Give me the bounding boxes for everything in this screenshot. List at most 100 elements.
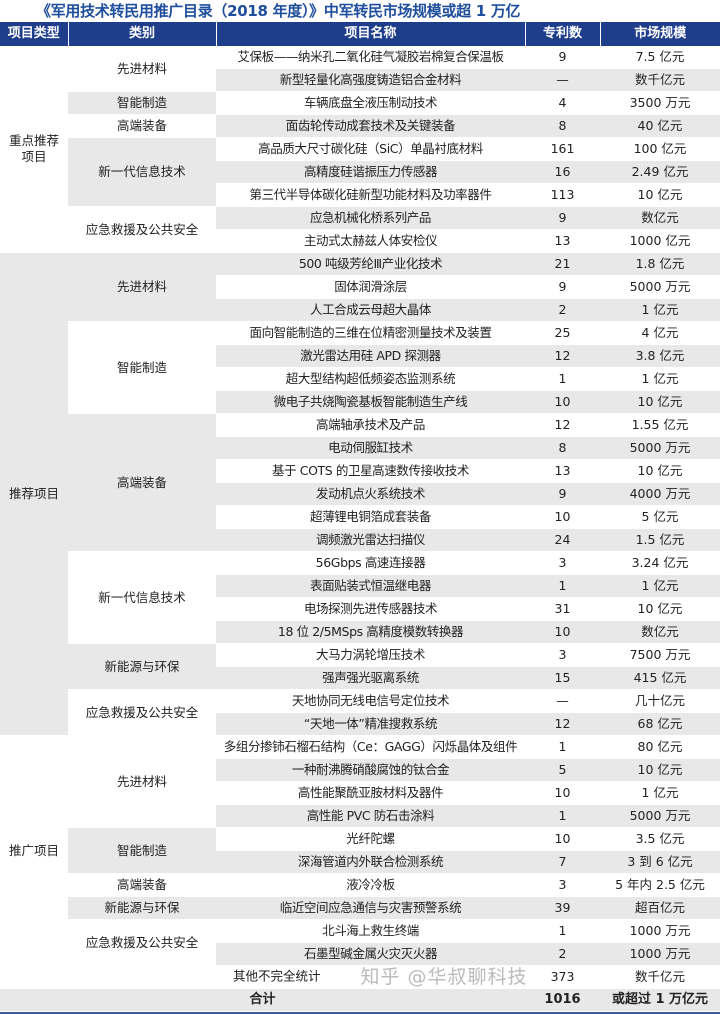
- page-title: 《军用技术转民用推广目录（2018 年度）》中军转民市场规模或超 1 万亿: [36, 0, 520, 22]
- project-market-cell: 7.5 亿元: [600, 46, 720, 69]
- project-patents-cell: 113: [525, 184, 600, 207]
- project-patents-cell: 12: [525, 713, 600, 736]
- project-patents-cell: 1: [525, 736, 600, 759]
- project-patents-cell: 2: [525, 943, 600, 966]
- category-cell: 应急救援及公共安全: [68, 690, 216, 736]
- project-patents-cell: 3: [525, 644, 600, 667]
- project-patents-cell: 16: [525, 161, 600, 184]
- project-name-cell: 液冷冷板: [216, 874, 525, 897]
- project-market-cell: 5 亿元: [600, 506, 720, 529]
- category-cell: 智能制造: [68, 92, 216, 115]
- total-label: 合计: [0, 989, 525, 1012]
- project-patents-cell: 25: [525, 322, 600, 345]
- project-market-cell: 1.5 亿元: [600, 529, 720, 552]
- project-market-cell: 1 亿元: [600, 575, 720, 598]
- project-patents-cell: 9: [525, 46, 600, 69]
- project-market-cell: 4 亿元: [600, 322, 720, 345]
- project-patents-cell: —: [525, 690, 600, 713]
- project-patents-cell: 4: [525, 92, 600, 115]
- project-name-cell: 大马力涡轮增压技术: [216, 644, 525, 667]
- category-cell: 新能源与环保: [68, 644, 216, 690]
- project-name-cell: 应急机械化桥系列产品: [216, 207, 525, 230]
- project-name-cell: 超薄锂电铜箔成套装备: [216, 506, 525, 529]
- table-header: 项目类型 类别 项目名称 专利数 市场规模: [0, 22, 720, 46]
- project-market-cell: 5000 万元: [600, 805, 720, 828]
- project-name-cell: 北斗海上救生终端: [216, 920, 525, 943]
- category-cell: 应急救援及公共安全: [68, 207, 216, 253]
- project-market-cell: 68 亿元: [600, 713, 720, 736]
- watermark: 知乎 @华叔聊科技: [361, 967, 528, 987]
- project-name-cell: 面向智能制造的三维在位精密测量技术及装置: [216, 322, 525, 345]
- project-market-cell: 几十亿元: [600, 690, 720, 713]
- project-patents-cell: 1: [525, 368, 600, 391]
- project-market-cell: 5000 万元: [600, 276, 720, 299]
- project-name-cell: 主动式太赫兹人体安检仪: [216, 230, 525, 253]
- project-patents-cell: 31: [525, 598, 600, 621]
- project-market-cell: 1000 万元: [600, 920, 720, 943]
- other-label-cell: 其他不完全统计知乎 @华叔聊科技: [0, 966, 525, 989]
- project-name-cell: 高端轴承技术及产品: [216, 414, 525, 437]
- project-name-cell: 新型轻量化高强度铸造铝合金材料: [216, 69, 525, 92]
- category-cell: 新一代信息技术: [68, 138, 216, 207]
- project-market-cell: 5 年内 2.5 亿元: [600, 874, 720, 897]
- project-market-cell: 3.8 亿元: [600, 345, 720, 368]
- project-patents-cell: 10: [525, 391, 600, 414]
- category-cell: 智能制造: [68, 828, 216, 874]
- project-name-cell: 微电子共烧陶瓷基板智能制造生产线: [216, 391, 525, 414]
- project-market-cell: 数千亿元: [600, 69, 720, 92]
- category-cell: 应急救援及公共安全: [68, 920, 216, 966]
- other-patents: 373: [525, 966, 600, 989]
- total-patents: 1016: [525, 989, 600, 1012]
- category-cell: 新一代信息技术: [68, 552, 216, 644]
- project-patents-cell: 1: [525, 920, 600, 943]
- table-row: 应急救援及公共安全天地协同无线电信号定位技术—几十亿元: [0, 690, 720, 713]
- project-market-cell: 1.55 亿元: [600, 414, 720, 437]
- project-name-cell: 表面贴装式恒温继电器: [216, 575, 525, 598]
- other-market: 数千亿元: [600, 966, 720, 989]
- project-patents-cell: 8: [525, 437, 600, 460]
- project-patents-cell: 1: [525, 805, 600, 828]
- category-cell: 高端装备: [68, 115, 216, 138]
- project-type-cell: 重点推荐项目: [0, 46, 68, 253]
- project-name-cell: 电场探测先进传感器技术: [216, 598, 525, 621]
- project-patents-cell: 12: [525, 345, 600, 368]
- category-cell: 先进材料: [68, 253, 216, 322]
- project-market-cell: 1 亿元: [600, 368, 720, 391]
- project-patents-cell: 15: [525, 667, 600, 690]
- project-name-cell: 固体润滑涂层: [216, 276, 525, 299]
- project-patents-cell: 12: [525, 414, 600, 437]
- project-patents-cell: 5: [525, 759, 600, 782]
- project-name-cell: 高性能聚酰亚胺材料及器件: [216, 782, 525, 805]
- project-market-cell: 3.5 亿元: [600, 828, 720, 851]
- project-name-cell: 发动机点火系统技术: [216, 483, 525, 506]
- project-name-cell: 车辆底盘全液压制动技术: [216, 92, 525, 115]
- project-market-cell: 1000 亿元: [600, 230, 720, 253]
- project-name-cell: 高品质大尺寸碳化硅（SiC）单晶衬底材料: [216, 138, 525, 161]
- project-patents-cell: 9: [525, 207, 600, 230]
- project-name-cell: 激光雷达用硅 APD 探测器: [216, 345, 525, 368]
- project-market-cell: 10 亿元: [600, 391, 720, 414]
- project-patents-cell: 21: [525, 253, 600, 276]
- project-market-cell: 10 亿元: [600, 759, 720, 782]
- project-name-cell: 光纤陀螺: [216, 828, 525, 851]
- project-market-cell: 1000 万元: [600, 943, 720, 966]
- project-name-cell: 深海管道内外联合检测系统: [216, 851, 525, 874]
- project-patents-cell: 161: [525, 138, 600, 161]
- project-market-cell: 100 亿元: [600, 138, 720, 161]
- project-market-cell: 40 亿元: [600, 115, 720, 138]
- project-patents-cell: 2: [525, 299, 600, 322]
- category-cell: 先进材料: [68, 736, 216, 828]
- project-patents-cell: 10: [525, 828, 600, 851]
- project-patents-cell: 10: [525, 621, 600, 644]
- project-name-cell: 艾保板——纳米孔二氧化硅气凝胶岩棉复合保温板: [216, 46, 525, 69]
- project-patents-cell: 13: [525, 230, 600, 253]
- total-market: 或超过 1 万亿元: [600, 989, 720, 1012]
